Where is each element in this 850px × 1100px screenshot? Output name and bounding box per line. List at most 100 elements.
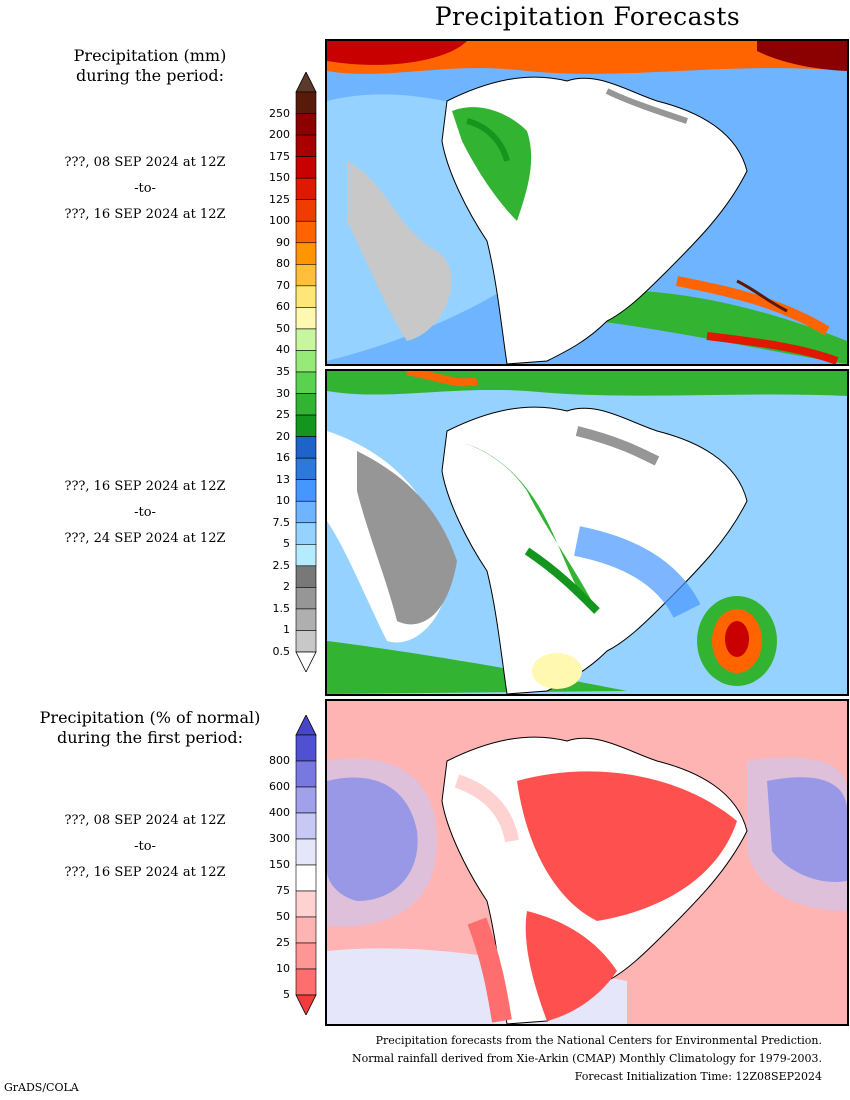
anomaly-colorbar-top-arrow [295, 714, 317, 736]
period-3-separator: -to- [134, 839, 156, 854]
anomaly-map-week1 [325, 699, 849, 1026]
precip-colorbar-swatch [295, 350, 317, 373]
precip-map-week1-graphic [327, 41, 847, 364]
precip-colorbar-swatch [295, 177, 317, 200]
precip-colorbar-label: 20 [276, 429, 290, 443]
precip-colorbar-label: 1 [283, 623, 290, 637]
period-1-end: ???, 16 SEP 2024 at 12Z [64, 207, 226, 222]
anomaly-colorbar-label: 10 [276, 962, 290, 975]
precip-colorbar-label: 250 [269, 106, 290, 120]
anomaly-colorbar-label: 600 [269, 780, 290, 793]
precip-colorbar-swatch [295, 371, 317, 394]
precip-heading-line2: during the period: [76, 66, 224, 85]
precip-colorbar-label: 90 [276, 235, 290, 249]
footer-notes: Precipitation forecasts from the Nationa… [352, 1032, 822, 1086]
precip-colorbar-swatch [295, 436, 317, 459]
anomaly-heading-line1: Precipitation (% of normal) [39, 708, 261, 727]
precip-colorbar-label: 40 [276, 343, 290, 357]
anomaly-heading: Precipitation (% of normal) during the f… [30, 708, 270, 748]
precip-colorbar-swatch [295, 113, 317, 136]
anomaly-colorbar-swatch [295, 890, 317, 918]
footer-line-1: Precipitation forecasts from the Nationa… [375, 1034, 822, 1047]
anomaly-colorbar-swatch [295, 942, 317, 970]
anomaly-colorbar-label: 75 [276, 884, 290, 897]
precip-colorbar-label: 60 [276, 300, 290, 314]
precip-colorbar-swatch [295, 264, 317, 287]
precip-colorbar-label: 150 [269, 171, 290, 185]
precip-colorbar-swatch [295, 565, 317, 588]
anomaly-colorbar-swatch [295, 760, 317, 788]
anomaly-colorbar-swatch [295, 812, 317, 840]
precip-colorbar-label: 125 [269, 192, 290, 206]
anomaly-colorbar [262, 714, 320, 1016]
anomaly-colorbar-label: 50 [276, 910, 290, 923]
page-title: Precipitation Forecasts [434, 2, 741, 31]
precip-colorbar-label: 1.5 [272, 601, 291, 615]
precip-colorbar-label: 16 [276, 451, 290, 465]
anomaly-colorbar-swatch [295, 916, 317, 944]
anomaly-colorbar-graphic [295, 714, 317, 1016]
precip-heading: Precipitation (mm) during the period: [62, 46, 238, 86]
precip-colorbar-graphic [295, 71, 317, 673]
anomaly-colorbar-label: 800 [269, 754, 290, 767]
anomaly-colorbar-label: 150 [269, 858, 290, 871]
period-2-label: ???, 16 SEP 2024 at 12Z -to- ???, 24 SEP… [40, 474, 250, 552]
precip-colorbar-swatch [295, 479, 317, 502]
footer-line-2: Normal rainfall derived from Xie-Arkin (… [352, 1052, 822, 1065]
anomaly-colorbar-swatch [295, 864, 317, 892]
precip-map-week1 [325, 39, 849, 366]
precip-colorbar-swatch [295, 457, 317, 480]
footer-line-3: Forecast Initialization Time: 12Z08SEP20… [574, 1070, 822, 1083]
period-3-start: ???, 08 SEP 2024 at 12Z [64, 813, 226, 828]
precip-colorbar-swatch [295, 500, 317, 524]
period-3-end: ???, 16 SEP 2024 at 12Z [64, 865, 226, 880]
precip-colorbar-swatch [295, 220, 317, 244]
precip-colorbar-label: 100 [269, 214, 290, 228]
precip-colorbar-swatch [295, 522, 317, 545]
precip-colorbar-swatch [295, 587, 317, 610]
anomaly-colorbar-label: 400 [269, 806, 290, 819]
precip-colorbar-swatch [295, 630, 317, 653]
precip-colorbar-label: 7.5 [272, 515, 291, 529]
period-1-label: ???, 08 SEP 2024 at 12Z -to- ???, 16 SEP… [40, 150, 250, 228]
precip-colorbar-label: 50 [276, 321, 290, 335]
anomaly-colorbar-swatch [295, 968, 317, 996]
precip-colorbar-swatch [295, 544, 317, 567]
precip-colorbar-swatch [295, 393, 317, 416]
period-1-start: ???, 08 SEP 2024 at 12Z [64, 155, 226, 170]
anomaly-colorbar-label: 25 [276, 936, 290, 949]
precip-colorbar-label: 2 [283, 580, 290, 594]
anomaly-colorbar-label: 300 [269, 832, 290, 845]
precip-colorbar-swatch [295, 242, 317, 265]
precip-colorbar-label: 70 [276, 278, 290, 292]
precip-colorbar-label: 10 [276, 494, 290, 508]
period-2-start: ???, 16 SEP 2024 at 12Z [64, 479, 226, 494]
precip-colorbar-label: 30 [276, 386, 290, 400]
precip-colorbar-top-arrow [295, 71, 317, 93]
precip-heading-line1: Precipitation (mm) [73, 46, 227, 65]
precip-colorbar-label: 5 [283, 537, 290, 551]
precip-colorbar-swatch [295, 156, 317, 179]
precip-colorbar-label: 175 [269, 149, 290, 163]
anomaly-colorbar-swatch [295, 838, 317, 866]
precip-colorbar-swatch [295, 199, 317, 222]
anomaly-colorbar-bottom-arrow [295, 994, 317, 1016]
precip-colorbar-label: 0.5 [272, 645, 291, 658]
period-2-separator: -to- [134, 505, 156, 520]
precip-map-week2 [325, 369, 849, 696]
precip-colorbar-label: 200 [269, 128, 290, 142]
precip-colorbar [262, 71, 320, 673]
precip-colorbar-swatch [295, 414, 317, 437]
period-2-end: ???, 24 SEP 2024 at 12Z [64, 531, 226, 546]
anomaly-colorbar-swatch [295, 734, 317, 762]
precip-colorbar-swatch [295, 91, 317, 114]
anomaly-colorbar-label: 5 [283, 988, 290, 1001]
precip-colorbar-swatch [295, 328, 317, 351]
anomaly-heading-line2: during the first period: [56, 728, 244, 747]
period-3-label: ???, 08 SEP 2024 at 12Z -to- ???, 16 SEP… [40, 808, 250, 886]
precip-colorbar-label: 13 [276, 472, 290, 486]
precip-colorbar-label: 80 [276, 257, 290, 271]
grads-credit: GrADS/COLA [4, 1081, 79, 1094]
anomaly-colorbar-swatch [295, 786, 317, 814]
precip-colorbar-label: 25 [276, 408, 290, 422]
